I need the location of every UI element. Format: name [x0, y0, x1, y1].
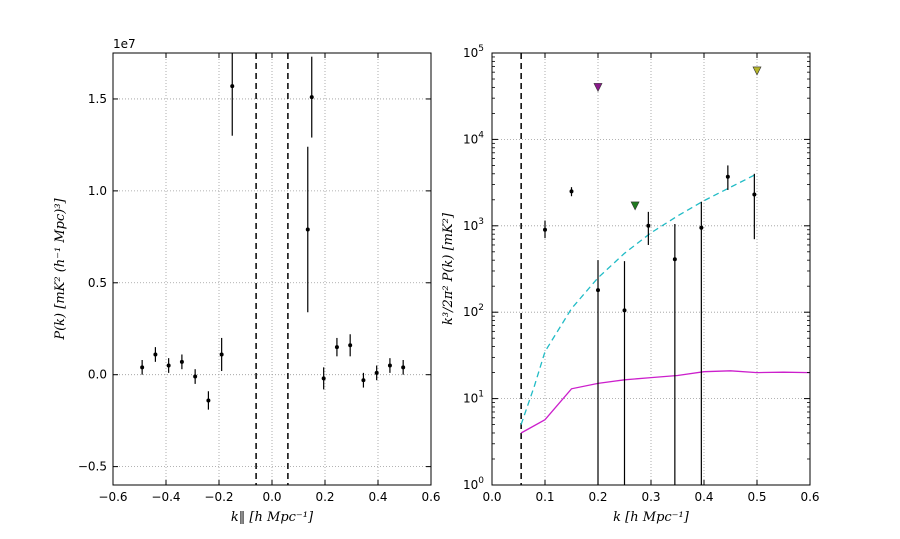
right-y-tick-label: 105 [463, 44, 484, 60]
left-data-point [348, 343, 353, 348]
right-panel: 0.0 0.1 0.2 0.3 0.4 0.5 0.6100101102103104105 … [441, 44, 820, 525]
right-data-point [672, 257, 677, 262]
right-y-tick-label: 100 [463, 476, 484, 492]
left-data-point [166, 363, 171, 368]
left-data-point [374, 370, 379, 375]
left-x-tick-label: −0.2 [204, 490, 233, 504]
left-data-point [321, 376, 326, 381]
right-data-point [699, 225, 704, 230]
left-y-tick-label: 1.0 [88, 184, 107, 198]
left-y-tick-label: 1.5 [88, 92, 107, 106]
left-data-point [387, 363, 392, 368]
left-x-axis-label: k‖ [h Mpc⁻¹] [231, 510, 314, 525]
left-y-tick-label: −0.5 [78, 460, 107, 474]
left-y-tick-label: 0.0 [88, 368, 107, 382]
upper-limit-marker [593, 83, 603, 93]
right-x-tick-label: 0.6 [800, 490, 819, 504]
right-x-tick-label: 0.5 [747, 490, 766, 504]
left-data-point [361, 378, 366, 383]
right-y-tick-label: 101 [463, 390, 484, 406]
right-y-tick-label: 104 [463, 130, 484, 146]
right-y-tick-label: 103 [463, 217, 484, 233]
left-data-point [305, 227, 310, 232]
right-x-tick-label: 0.1 [535, 490, 554, 504]
upper-limit-marker [752, 66, 762, 76]
right-data-point [622, 308, 627, 313]
right-data-point [569, 189, 574, 194]
upper-limit-marker [630, 201, 640, 211]
right-data-point [725, 174, 730, 179]
left-x-tick-label: −0.6 [98, 490, 127, 504]
left-data-point [219, 352, 224, 357]
left-panel: −0.6 −0.4 −0.2 0.0 0.2 0.4 0.6 −0.5 0.0 0.5 1.0 1.5… [53, 37, 441, 525]
right-data-point [543, 227, 547, 232]
left-data-point [140, 365, 145, 370]
left-x-tick-label: 0.0 [262, 490, 281, 504]
right-x-tick-label: 0.0 [482, 490, 501, 504]
left-data-point [334, 345, 339, 350]
left-y-tick-label: 0.5 [88, 276, 107, 290]
right-x-tick-label: 0.2 [588, 490, 607, 504]
left-x-tick-label: −0.4 [151, 490, 180, 504]
right-y-axis-label: k³/2π² P(k) [mK²] [441, 212, 456, 325]
left-x-tick-label: 0.6 [421, 490, 440, 504]
right-x-axis-label: k [h Mpc⁻¹] [613, 510, 690, 525]
series-line-magenta [520, 370, 811, 434]
right-x-tick-label: 0.4 [694, 490, 713, 504]
left-data-point [309, 95, 314, 100]
left-x-tick-label: 0.2 [315, 490, 334, 504]
left-x-tick-label: 0.4 [368, 490, 387, 504]
series-line-cyan-dashed [520, 173, 758, 425]
left-data-point [401, 365, 406, 370]
left-data-point [230, 84, 235, 89]
left-y-axis-label: P(k) [mK² (h⁻¹ Mpc)³] [53, 197, 68, 340]
left-data-point [179, 359, 184, 364]
left-offset-text: 1e7 [113, 37, 136, 51]
right-data-point [752, 192, 757, 197]
right-data-point [596, 288, 600, 293]
right-y-tick-label: 102 [463, 303, 484, 319]
right-data-point [646, 223, 651, 228]
right-x-tick-label: 0.3 [641, 490, 660, 504]
left-data-point [206, 398, 211, 403]
left-data-point [193, 374, 198, 379]
left-data-point [153, 352, 158, 357]
